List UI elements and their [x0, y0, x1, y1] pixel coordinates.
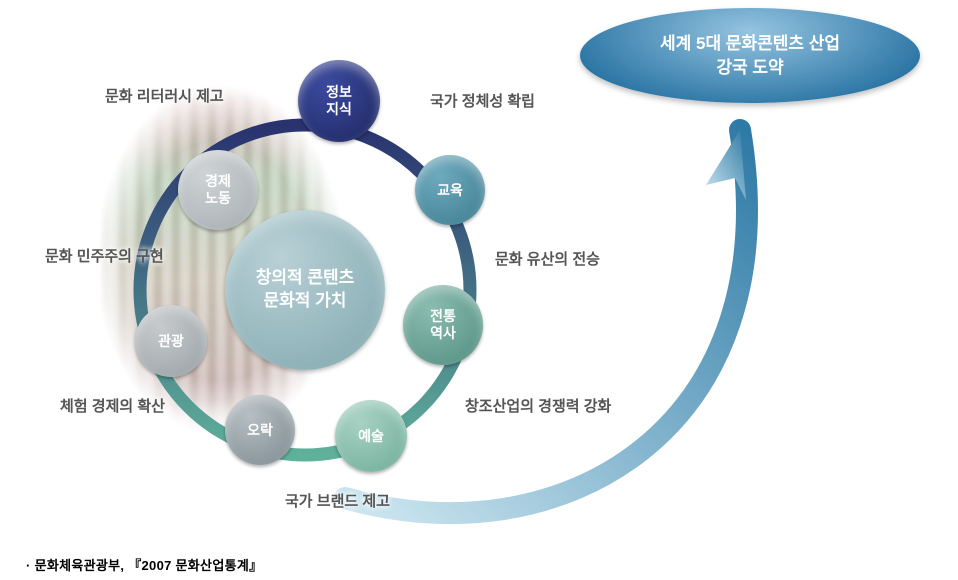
goal-line2: 강국 도약: [660, 56, 840, 80]
node-economy-labor: 경제 노동: [178, 150, 258, 230]
node-tourism: 관광: [135, 305, 207, 377]
label-heritage: 문화 유산의 전승: [495, 248, 600, 269]
node-tradition-history: 전통 역사: [403, 285, 483, 365]
node-ent-line1: 오락: [247, 422, 273, 439]
goal-ellipse: 세계 5대 문화콘텐츠 산업 강국 도약: [580, 8, 920, 103]
node-art: 예술: [335, 400, 407, 472]
node-info-line1: 정보: [326, 84, 352, 101]
label-democracy: 문화 민주주의 구현: [45, 245, 164, 266]
label-creative-power: 창조산업의 경쟁력 강화: [465, 395, 611, 416]
node-education: 교육: [415, 155, 485, 225]
label-literacy: 문화 리터러시 제고: [105, 85, 224, 106]
label-experience-econ: 체험 경제의 확산: [60, 395, 165, 416]
node-trad-line1: 전통: [430, 308, 456, 325]
node-entertainment: 오락: [225, 395, 295, 465]
source-bullet: ·: [26, 558, 31, 573]
label-identity: 국가 정체성 확립: [430, 90, 535, 111]
node-edu-line1: 교육: [437, 182, 463, 199]
node-info-line2: 지식: [326, 101, 352, 118]
center-concept-circle: 창의적 콘텐츠 문화적 가치: [225, 210, 385, 370]
node-art-line1: 예술: [358, 428, 384, 445]
node-econ-line2: 노동: [205, 190, 231, 207]
node-tour-line1: 관광: [158, 333, 184, 350]
node-info-knowledge: 정보 지식: [298, 60, 380, 142]
source-citation: · 문화체육관광부, 『2007 문화산업통계』: [26, 555, 262, 574]
node-trad-line2: 역사: [430, 325, 456, 342]
node-econ-line1: 경제: [205, 173, 231, 190]
goal-line1: 세계 5대 문화콘텐츠 산업: [660, 32, 840, 56]
label-national-brand: 국가 브랜드 제고: [285, 490, 390, 511]
center-line2: 문화적 가치: [256, 290, 355, 313]
center-line1: 창의적 콘텐츠: [256, 267, 355, 290]
source-text: 문화체육관광부, 『2007 문화산업통계』: [35, 558, 263, 573]
